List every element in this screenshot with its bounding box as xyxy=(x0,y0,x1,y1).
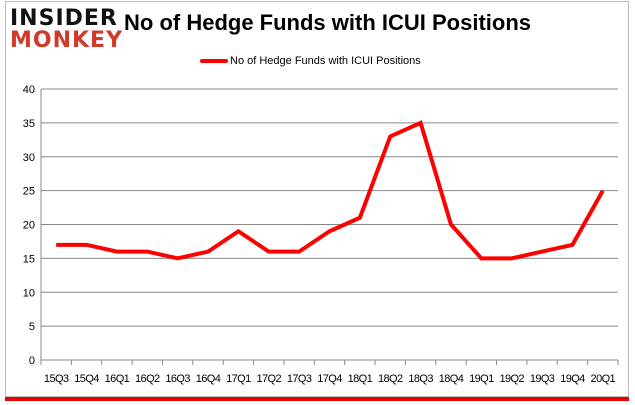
x-tick-label: 20Q1 xyxy=(591,373,616,385)
y-tick-label: 35 xyxy=(23,118,35,130)
chart-frame xyxy=(5,1,629,397)
y-tick-label: 40 xyxy=(23,84,35,96)
y-tick-label: 15 xyxy=(23,253,35,265)
chart-title: No of Hedge Funds with ICUI Positions xyxy=(124,10,531,35)
x-tick-label: 19Q1 xyxy=(469,373,494,385)
legend-label: No of Hedge Funds with ICUI Positions xyxy=(230,55,421,67)
x-tick-label: 19Q4 xyxy=(560,373,585,385)
x-tick-label: 15Q3 xyxy=(44,373,69,385)
x-tick-label: 17Q4 xyxy=(317,373,342,385)
logo-line1: INSIDER xyxy=(10,6,118,31)
y-tick-label: 10 xyxy=(23,287,35,299)
insider-monkey-logo: INSIDER MONKEY xyxy=(10,8,123,52)
x-tick-label: 18Q4 xyxy=(439,373,464,385)
x-tick-label: 17Q1 xyxy=(226,373,251,385)
x-tick-label: 18Q1 xyxy=(348,373,373,385)
x-tick-label: 19Q2 xyxy=(499,373,524,385)
x-tick-label: 18Q2 xyxy=(378,373,403,385)
x-tick-label: 17Q3 xyxy=(287,373,312,385)
x-tick-label: 18Q3 xyxy=(408,373,433,385)
x-tick-label: 17Q2 xyxy=(257,373,282,385)
y-tick-label: 25 xyxy=(23,186,35,198)
y-tick-label: 20 xyxy=(23,220,35,232)
y-tick-label: 30 xyxy=(23,152,35,164)
x-tick-label: 16Q1 xyxy=(105,373,130,385)
x-tick-label: 19Q3 xyxy=(530,373,555,385)
legend-swatch xyxy=(200,59,228,63)
logo-line2: MONKEY xyxy=(10,28,124,53)
legend: No of Hedge Funds with ICUI Positions xyxy=(200,55,421,67)
x-tick-label: 16Q2 xyxy=(135,373,160,385)
y-tick-label: 5 xyxy=(29,321,35,333)
x-tick-label: 16Q4 xyxy=(196,373,221,385)
x-tick-label: 15Q4 xyxy=(74,373,99,385)
y-tick-label: 0 xyxy=(29,355,35,367)
x-tick-label: 16Q3 xyxy=(165,373,190,385)
